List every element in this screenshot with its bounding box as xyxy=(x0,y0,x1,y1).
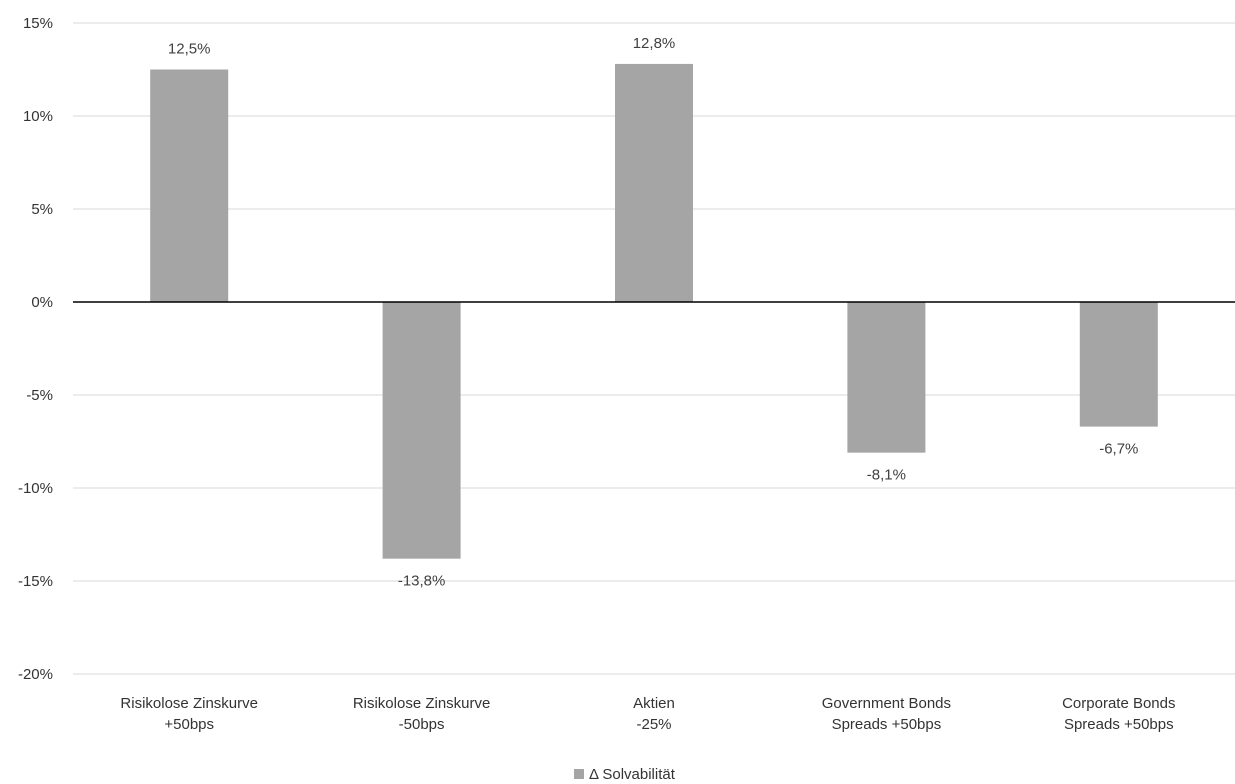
category-label: Risikolose Zinskurve xyxy=(353,695,491,712)
data-label: 12,5% xyxy=(168,41,211,58)
bar xyxy=(382,302,461,559)
legend-swatch xyxy=(574,769,584,779)
y-tick-label: 5% xyxy=(31,201,53,218)
data-label: -13,8% xyxy=(398,573,446,590)
y-tick-label: 0% xyxy=(31,294,53,311)
y-tick-label: 15% xyxy=(23,15,53,32)
category-label: Aktien xyxy=(633,695,675,712)
bar xyxy=(847,302,926,453)
bars xyxy=(150,63,1158,559)
bar xyxy=(615,63,693,302)
category-label: +50bps xyxy=(164,716,214,733)
data-label: 12,8% xyxy=(633,35,676,52)
legend-label: Δ Solvabilität xyxy=(589,766,676,783)
data-label: -8,1% xyxy=(867,467,906,484)
category-label: -25% xyxy=(636,716,671,733)
category-label: Spreads +50bps xyxy=(832,716,942,733)
y-tick-label: -20% xyxy=(18,666,53,683)
category-label: Corporate Bonds xyxy=(1062,695,1175,712)
category-label: Risikolose Zinskurve xyxy=(120,695,258,712)
y-tick-label: -10% xyxy=(18,480,53,497)
data-label: -6,7% xyxy=(1099,441,1138,458)
bar xyxy=(150,69,229,302)
data-labels: 12,5% -13,8% 12,8% -8,1% -6,7% xyxy=(168,35,1138,590)
x-axis-category-labels: Risikolose Zinskurve +50bps Risikolose Zin… xyxy=(120,695,1175,733)
category-label: Government Bonds xyxy=(822,695,951,712)
category-label: Spreads +50bps xyxy=(1064,716,1174,733)
y-tick-label: -5% xyxy=(26,387,53,404)
y-axis-tick-labels: 15% 10% 5% 0% -5% -10% -15% -20% xyxy=(18,15,53,683)
legend: Δ Solvabilität xyxy=(574,766,676,783)
y-tick-label: 10% xyxy=(23,108,53,125)
category-label: -50bps xyxy=(399,716,445,733)
bar xyxy=(1079,302,1158,427)
y-tick-label: -15% xyxy=(18,573,53,590)
